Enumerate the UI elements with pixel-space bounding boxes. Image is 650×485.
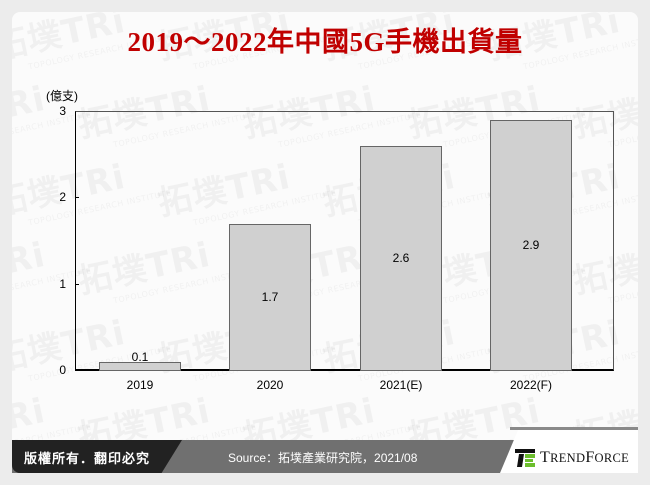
bar-value-label: 0.1 xyxy=(131,350,149,365)
copyright-text: 版權所有．翻印必究 xyxy=(24,451,151,466)
bar-value-label: 1.7 xyxy=(261,290,279,305)
y-tickmark xyxy=(75,197,79,198)
logo-panel-line xyxy=(510,427,638,430)
y-axis-unit-label: (億支) xyxy=(46,89,78,103)
source-text: Source：拓墣產業研究院，2021/08 xyxy=(228,451,418,465)
y-tick-2: 2 xyxy=(59,190,66,204)
x-tick-label: 2022(F) xyxy=(509,378,553,392)
y-tick-1: 1 xyxy=(59,277,66,291)
bar-value-label: 2.9 xyxy=(522,238,540,253)
x-tick-label: 2020 xyxy=(256,378,284,392)
y-tickmark xyxy=(75,284,79,285)
x-tick-label: 2021(E) xyxy=(379,378,423,392)
bar-2020 xyxy=(229,223,311,371)
bar-2021(E) xyxy=(360,145,442,371)
trendforce-wordmark: TRENDFORCE xyxy=(540,449,630,466)
chart-title: 2019～2022年中國5G手機出貨量 xyxy=(127,27,523,57)
bar-value-label: 2.6 xyxy=(392,251,410,266)
y-tick-3: 3 xyxy=(59,104,66,118)
y-tick-0: 0 xyxy=(59,363,66,377)
bar-2019 xyxy=(99,362,181,371)
trendforce-logo: TRENDFORCE xyxy=(515,449,629,467)
copyright-banner: 版權所有．翻印必究 xyxy=(12,440,182,473)
bar-2022(F) xyxy=(490,119,572,371)
x-tick-label: 2019 xyxy=(126,378,154,392)
plot-area xyxy=(75,111,614,371)
trendforce-logo-icon xyxy=(515,449,535,467)
